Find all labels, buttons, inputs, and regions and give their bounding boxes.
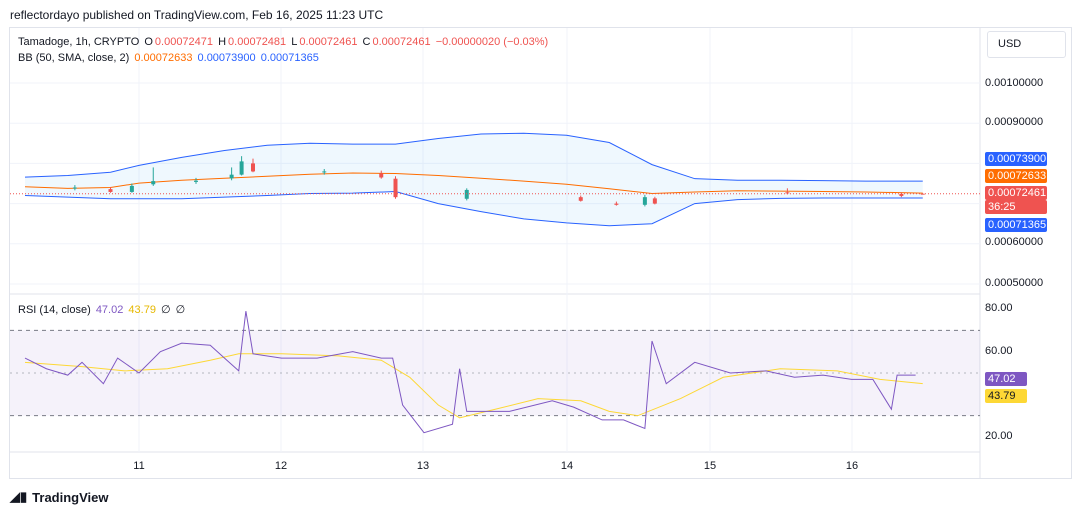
candle-body — [785, 192, 790, 194]
rsi-div1: ∅ — [161, 304, 171, 316]
legend-change: −0.00000020 (−0.03%) — [435, 36, 549, 48]
x-tick: 14 — [560, 460, 574, 472]
rsi-label: RSI (14, close) — [18, 304, 91, 316]
candle-body — [251, 163, 255, 172]
rsi-div2: ∅ — [175, 304, 186, 316]
candle-body — [108, 189, 113, 192]
rsi-tag: 47.02 — [985, 372, 1027, 386]
candle-body — [194, 180, 198, 182]
candle-body — [652, 198, 657, 204]
bb-lower-value: 0.00071365 — [260, 52, 319, 64]
bb-basis-tag: 0.00072633 — [985, 169, 1047, 183]
candle-body — [899, 193, 904, 196]
legend-o-label: O — [144, 36, 153, 48]
x-tick: 11 — [133, 460, 145, 472]
candle-body — [379, 173, 384, 178]
bb-lower-line — [24, 191, 923, 227]
legend-close: 0.00072461 — [372, 36, 431, 48]
bb-basis-line — [24, 172, 923, 195]
rsi-tick: 20.00 — [985, 430, 1013, 442]
legend-symbol: Tamadoge, 1h, CRYPTO — [18, 36, 140, 48]
bb-fill — [25, 133, 923, 226]
x-tick: 16 — [845, 460, 859, 472]
legend-high: 0.00072481 — [228, 36, 287, 48]
candle-body — [464, 189, 469, 199]
candle-body — [578, 197, 583, 201]
x-tick: 12 — [274, 460, 288, 472]
legend-c-label: C — [362, 36, 371, 48]
rsi-legend: RSI (14, close) 47.02 43.79 ∅ ∅ — [18, 303, 187, 316]
candle-body — [614, 203, 619, 205]
price-tick: 0.00100000 — [985, 77, 1044, 89]
tradingview-logo-icon: ◢▮ — [10, 489, 28, 504]
rsi-ma-line — [24, 353, 923, 419]
rsi-value: 47.02 — [95, 304, 124, 316]
bb-lower-tag: 0.00071365 — [985, 218, 1047, 232]
price-legend: Tamadoge, 1h, CRYPTO O 0.00072471 H 0.0007… — [18, 36, 550, 48]
candle-body — [393, 178, 398, 198]
footer-brand[interactable]: ◢▮ TradingView — [10, 489, 109, 505]
candle-body — [129, 185, 134, 192]
rsi-tick: 60.00 — [985, 345, 1013, 357]
chart-frame — [9, 27, 1072, 479]
x-tick: 13 — [416, 460, 430, 472]
bb-upper-tag: 0.00073900 — [985, 152, 1047, 166]
bb-legend: BB (50, SMA, close, 2) 0.00072633 0.0007… — [18, 52, 321, 64]
rsi-line — [24, 311, 916, 434]
candle-body — [642, 197, 647, 205]
currency-button[interactable]: USD — [987, 31, 1066, 58]
bb-basis-value: 0.00072633 — [134, 52, 193, 64]
price-tick: 0.00050000 — [985, 277, 1044, 289]
bb-label: BB (50, SMA, close, 2) — [18, 52, 130, 64]
candle-body — [72, 187, 77, 189]
x-tick: 15 — [703, 460, 717, 472]
candle-body — [229, 174, 234, 179]
candle-body — [322, 171, 327, 173]
rsi-band — [10, 330, 980, 416]
rsi-ma-value: 43.79 — [128, 304, 156, 316]
last-price-tag: 0.00072461 — [985, 186, 1047, 200]
rsi-ma-tag: 43.79 — [985, 389, 1027, 403]
price-tick: 0.00060000 — [985, 236, 1044, 248]
publisher-header: reflectordayo published on TradingView.c… — [10, 8, 384, 22]
bb-upper-line — [24, 132, 923, 182]
countdown-tag: 36:25 — [985, 200, 1047, 214]
bb-upper-value: 0.00073900 — [197, 52, 256, 64]
legend-l-label: L — [291, 36, 298, 48]
legend-h-label: H — [218, 36, 227, 48]
legend-low: 0.00072461 — [299, 36, 358, 48]
legend-open: 0.00072471 — [154, 36, 214, 48]
price-tick: 0.00090000 — [985, 116, 1044, 128]
brand-name: TradingView — [32, 489, 109, 505]
rsi-tick: 80.00 — [985, 302, 1013, 314]
candle-body — [151, 181, 156, 185]
candle-body — [239, 161, 244, 175]
